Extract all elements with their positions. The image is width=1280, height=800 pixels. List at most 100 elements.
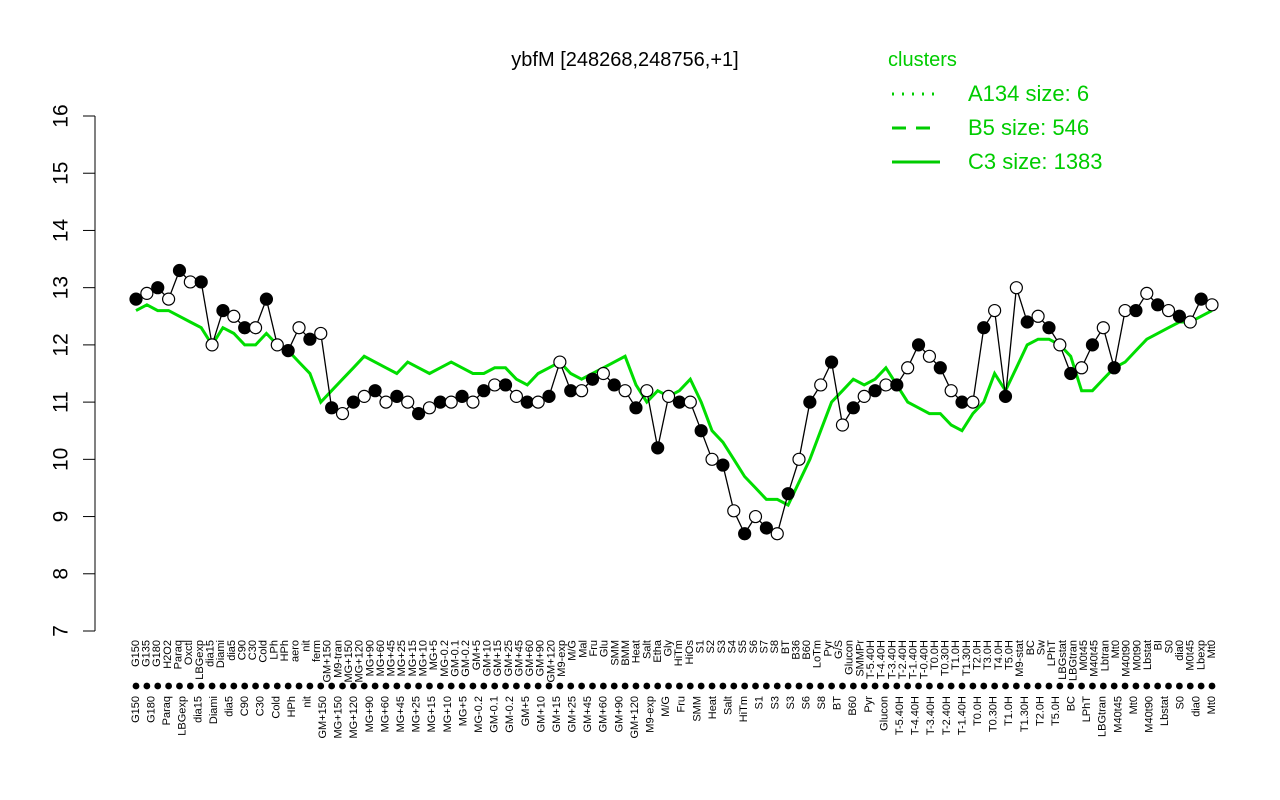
- x-tick-label: HPh: [279, 640, 291, 661]
- x-tick-label: dia15: [204, 640, 216, 667]
- x-tick-label: dia0: [1174, 640, 1186, 661]
- x-tick-label: S4: [727, 640, 739, 653]
- x-tick-label: T5.0H: [1050, 696, 1062, 726]
- x-rug-mark: [132, 682, 140, 690]
- x-tick-label: M/G: [660, 696, 672, 717]
- x-rug-mark: [1186, 682, 1194, 690]
- data-point: [1205, 298, 1219, 312]
- data-point: [1107, 361, 1121, 375]
- data-point: [1053, 338, 1067, 352]
- x-rug-mark: [252, 682, 259, 690]
- data-point: [422, 401, 437, 415]
- x-rug-mark: [578, 682, 586, 690]
- x-rug-mark: [534, 682, 542, 690]
- x-tick-label: BT: [780, 640, 792, 654]
- legend-label: B5 size: 546: [968, 115, 1089, 140]
- x-tick-label: GM+90: [613, 696, 625, 732]
- x-tick-label: Mt0: [1206, 640, 1218, 658]
- data-point: [988, 303, 1002, 318]
- x-rug-mark: [871, 682, 879, 690]
- x-tick-label: M9-tran: [332, 640, 344, 678]
- x-rug-mark: [1045, 682, 1053, 690]
- x-rug-mark: [926, 682, 933, 690]
- x-rug-mark: [273, 682, 281, 690]
- data-point: [651, 441, 665, 455]
- data-point: [661, 389, 676, 403]
- data-point: [205, 338, 219, 352]
- x-rug-mark: [415, 682, 422, 690]
- x-tick-label: Paraq: [173, 640, 185, 669]
- data-point: [455, 389, 469, 403]
- x-tick-label: T-2.40H: [941, 696, 953, 735]
- data-point: [183, 275, 197, 289]
- x-tick-label: aero: [290, 640, 302, 662]
- x-rug-mark: [545, 682, 553, 690]
- data-point: [792, 452, 806, 466]
- data-point: [890, 378, 904, 392]
- x-tick-label: T-5.40H: [894, 696, 906, 735]
- data-point: [129, 292, 143, 306]
- x-rug-mark: [197, 682, 205, 690]
- x-tick-label: MG+60: [379, 696, 391, 732]
- x-tick-label: MG+150: [343, 640, 355, 683]
- x-tick-label: Pyr: [863, 696, 875, 713]
- x-tick-label: GM-0.1: [489, 696, 501, 733]
- y-tick-label: 8: [50, 568, 73, 580]
- x-tick-label: Mt0: [1128, 696, 1140, 714]
- x-tick-label: T0.0H: [929, 640, 941, 670]
- x-tick-label: Fru: [676, 696, 688, 713]
- x-rug-mark: [958, 682, 966, 690]
- x-tick-label: C30: [255, 696, 267, 716]
- x-rug-mark: [1012, 682, 1020, 690]
- x-tick-label: Mt0: [1110, 640, 1122, 658]
- x-rug-mark: [502, 682, 509, 690]
- data-point: [933, 361, 947, 375]
- x-rug-mark: [447, 682, 455, 690]
- x-tick-label: GM+120: [629, 696, 641, 739]
- data-point: [748, 509, 763, 524]
- x-rug-mark: [1002, 682, 1009, 690]
- y-tick-label: 11: [50, 391, 73, 413]
- y-tick-label: 13: [50, 276, 73, 299]
- x-rug-mark: [480, 682, 488, 690]
- data-point: [401, 395, 415, 409]
- x-rug-mark: [284, 682, 292, 690]
- x-tick-label: S0: [1175, 696, 1187, 709]
- x-rug-mark: [295, 682, 303, 690]
- x-tick-label: Salt: [722, 696, 734, 715]
- x-tick-label: S5: [737, 640, 749, 653]
- x-tick-label: S8: [769, 640, 781, 653]
- x-rug-mark: [458, 682, 466, 690]
- x-tick-label: LBGtran: [1067, 640, 1079, 681]
- x-rug-mark: [697, 682, 705, 690]
- x-tick-label: SMM: [691, 696, 703, 722]
- x-tick-label: Paraq: [161, 696, 173, 725]
- x-tick-label: G150: [130, 696, 142, 723]
- x-tick-label: T-3.40H: [886, 640, 898, 679]
- data-point: [1085, 338, 1100, 352]
- x-tick-label: GM+25: [503, 640, 515, 676]
- x-tick-label: MG-0.2: [439, 640, 451, 677]
- x-tick-label: HPh: [286, 696, 298, 717]
- x-rug-mark: [947, 682, 955, 690]
- x-tick-label: S0: [1163, 640, 1175, 653]
- data-point: [194, 275, 208, 289]
- data-point: [325, 401, 339, 415]
- data-point: [1118, 303, 1132, 318]
- x-rug-mark: [328, 682, 336, 690]
- x-rug-mark: [589, 682, 596, 690]
- x-rug-mark: [306, 682, 314, 690]
- x-tick-label: GM+15: [551, 696, 563, 732]
- x-rug-mark: [165, 682, 173, 690]
- x-tick-label: MG+10: [442, 696, 454, 732]
- x-tick-label: S2: [705, 640, 717, 653]
- x-rug-mark: [404, 682, 412, 690]
- x-rug-mark: [795, 682, 803, 690]
- x-tick-label: T-2.40H: [897, 640, 909, 679]
- x-rug-mark: [523, 682, 531, 690]
- data-point: [1172, 309, 1186, 323]
- data-point: [259, 292, 274, 306]
- x-tick-label: T0.30H: [988, 696, 1000, 732]
- x-tick-label: GM-0.2: [504, 696, 516, 733]
